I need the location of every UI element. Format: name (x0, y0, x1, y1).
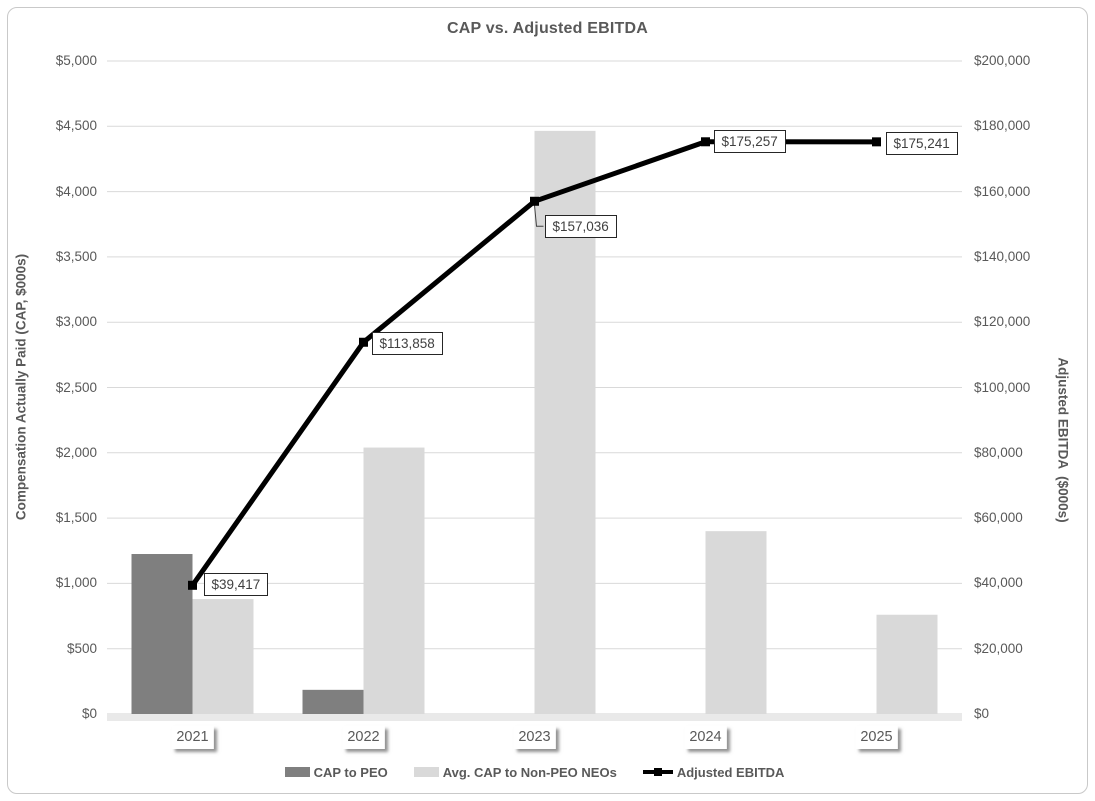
data-label-2021: $39,417 (203, 573, 269, 597)
legend-label: Avg. CAP to Non-PEO NEOs (442, 764, 617, 780)
ebitda-marker-2025 (872, 137, 881, 147)
left-axis-tick: $3,500 (55, 248, 97, 264)
right-axis-tick: $180,000 (974, 118, 1031, 134)
data-label-2023: $157,036 (544, 215, 617, 239)
x-axis-label-2025: 2025 (855, 726, 898, 749)
bar-cap-to-peo-2022 (302, 689, 364, 714)
data-label-leader (534, 205, 544, 227)
right-axis-tick: $40,000 (974, 575, 1023, 591)
bar-avg-cap-non-peo-2024 (705, 531, 767, 714)
right-axis-tick: $0 (974, 706, 990, 721)
legend-item-cap-to-peo: CAP to PEO (284, 764, 388, 780)
legend-label: CAP to PEO (313, 764, 388, 780)
data-label-2022: $113,858 (371, 332, 443, 356)
right-axis-tick: $80,000 (974, 444, 1023, 460)
legend-item-adjusted-ebitda: Adjusted EBITDA (642, 764, 785, 780)
left-axis-tick: $3,000 (55, 314, 97, 330)
legend-swatch-bar-icon (284, 767, 310, 777)
bar-avg-cap-non-peo-2021 (192, 599, 254, 714)
ebitda-marker-2023 (530, 196, 539, 206)
right-axis-tick: $100,000 (974, 379, 1031, 395)
left-axis-tick: $2,500 (55, 379, 97, 395)
left-axis-tick: $2,000 (55, 444, 97, 460)
x-axis-label-2023: 2023 (513, 726, 556, 749)
ebitda-marker-2021 (188, 580, 197, 590)
legend: CAP to PEO Avg. CAP to Non-PEO NEOs Adjust… (107, 760, 962, 784)
left-axis-tick: $1,500 (55, 510, 97, 526)
bar-cap-to-peo-2021 (131, 554, 193, 714)
bar-avg-cap-non-peo-2022 (363, 447, 425, 714)
right-axis-tick: $60,000 (974, 510, 1023, 526)
right-axis-tick: $160,000 (974, 183, 1031, 199)
left-axis-tick: $0 (81, 706, 97, 721)
data-label-2025: $175,241 (885, 131, 958, 155)
x-axis-label-2022: 2022 (342, 726, 385, 749)
x-axis-label-2021: 2021 (171, 726, 214, 749)
ebitda-marker-2022 (359, 337, 368, 347)
x-axis-label-2024: 2024 (684, 726, 727, 749)
legend-label: Adjusted EBITDA (676, 764, 785, 780)
chart-title: CAP vs. Adjusted EBITDA (446, 20, 649, 37)
legend-swatch-line-marker-icon (642, 766, 673, 778)
data-label-2024: $175,257 (713, 129, 786, 153)
right-axis-tick: $20,000 (974, 640, 1023, 656)
left-axis-tick: $1,000 (55, 575, 97, 591)
left-axis-tick: $4,500 (55, 118, 97, 134)
ebitda-marker-2024 (701, 137, 710, 147)
right-axis-tick: $200,000 (974, 53, 1031, 68)
legend-item-avg-cap-to-non-peo-neos: Avg. CAP to Non-PEO NEOs (413, 764, 617, 780)
left-axis-tick: $4,000 (55, 183, 97, 199)
bar-avg-cap-non-peo-2025 (876, 614, 938, 714)
right-axis-tick: $140,000 (974, 248, 1031, 264)
right-axis-tick: $120,000 (974, 314, 1031, 330)
left-axis-tick: $5,000 (55, 53, 97, 68)
legend-swatch-bar-icon (413, 767, 439, 777)
x-axis-line (107, 713, 962, 721)
left-axis-tick: $500 (66, 640, 97, 656)
